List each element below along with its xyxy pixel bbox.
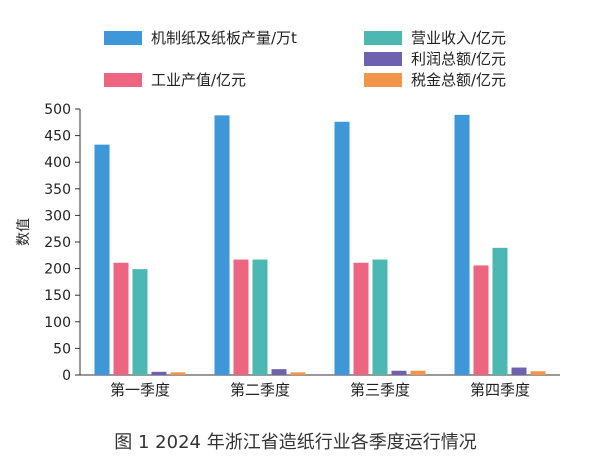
y-tick-label-0: 0	[62, 368, 71, 384]
y-tick-label-10: 500	[44, 102, 71, 118]
y-tick-label-6: 300	[44, 208, 71, 224]
y-tick-label-1: 50	[53, 341, 71, 357]
bar-series4-cat0	[170, 372, 186, 375]
legend-label-profit: 利润总额/亿元	[411, 50, 507, 68]
bar-series0-cat1	[214, 115, 230, 375]
bar-series2-cat2	[372, 259, 388, 375]
legend-label-output: 机制纸及纸板产量/万t	[151, 29, 297, 47]
legend-item-revenue: 营业收入/亿元	[364, 27, 506, 48]
y-tick-label-9: 450	[44, 129, 71, 145]
bar-series0-cat2	[334, 121, 350, 375]
x-tick-label-1: 第二季度	[230, 381, 290, 399]
bar-series2-cat3	[492, 247, 508, 375]
bar-series0-cat3	[454, 114, 470, 376]
x-tick-label-0: 第一季度	[110, 381, 170, 399]
legend-label-revenue: 营业收入/亿元	[411, 29, 507, 47]
legend-swatch-profit	[364, 51, 402, 66]
legend-item-output: 机制纸及纸板产量/万t	[104, 27, 297, 48]
y-tick-label-4: 200	[44, 262, 71, 278]
legend-swatch-industrial-value	[104, 72, 142, 87]
y-tick-label-3: 150	[44, 288, 71, 304]
y-tick-label-2: 100	[44, 315, 71, 331]
bar-series3-cat0	[151, 371, 167, 375]
bar-series4-cat2	[410, 370, 426, 375]
bar-series3-cat1	[271, 369, 287, 375]
legend-label-industrial-value: 工业产值/亿元	[151, 71, 247, 89]
legend-swatch-revenue	[364, 30, 402, 45]
bar-series4-cat3	[530, 371, 546, 375]
bar-series1-cat0	[113, 262, 129, 375]
legend-swatch-tax	[364, 72, 402, 87]
x-tick-label-3: 第四季度	[470, 381, 530, 399]
bar-series3-cat2	[391, 370, 407, 375]
legend-item-tax: 税金总额/亿元	[364, 69, 506, 90]
figure-caption: 图 1 2024 年浙江省造纸行业各季度运行情况	[114, 432, 477, 453]
legend-swatch-output	[104, 30, 142, 45]
legend-item-profit: 利润总额/亿元	[364, 48, 506, 69]
bar-series4-cat1	[290, 372, 306, 375]
bar-series1-cat2	[353, 262, 369, 375]
legend-label-tax: 税金总额/亿元	[411, 71, 507, 89]
bar-series3-cat3	[511, 367, 527, 375]
x-tick-label-2: 第三季度	[350, 381, 410, 399]
bar-series2-cat0	[132, 269, 148, 375]
bar-series1-cat3	[473, 265, 489, 375]
bar-series1-cat1	[233, 259, 249, 375]
y-tick-label-5: 250	[44, 235, 71, 251]
bar-series2-cat1	[252, 259, 268, 375]
y-tick-label-7: 350	[44, 182, 71, 198]
y-tick-label-8: 400	[44, 155, 71, 171]
bar-series0-cat0	[94, 144, 110, 375]
legend-item-industrial-value: 工业产值/亿元	[104, 69, 246, 90]
